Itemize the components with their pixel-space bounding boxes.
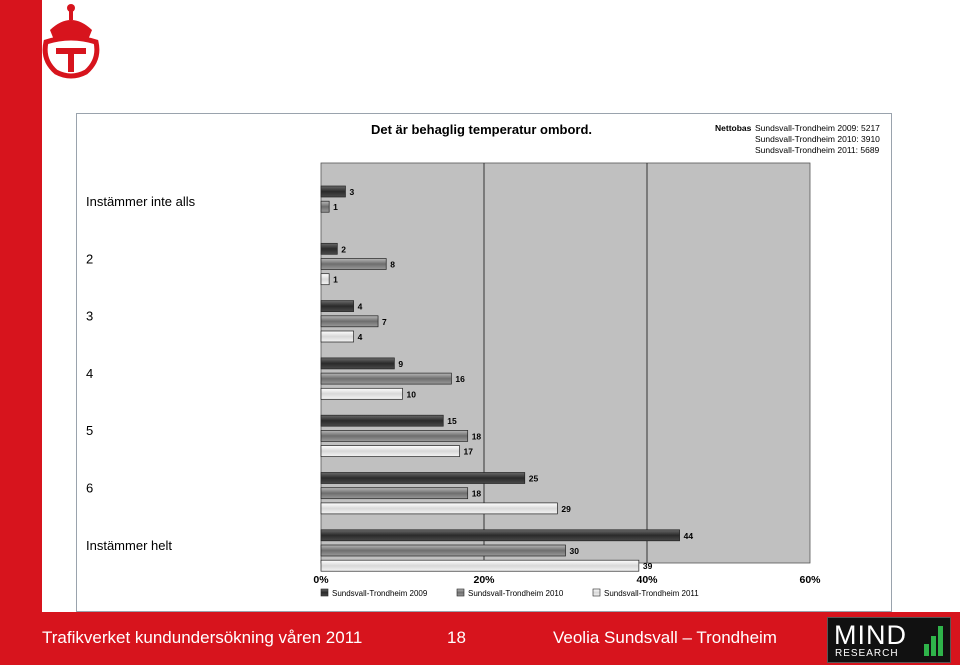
bar-value-label: 15 xyxy=(447,416,457,426)
bar xyxy=(320,330,354,343)
category-label: 6 xyxy=(86,481,93,496)
mind-research-logo: MIND RESEARCH xyxy=(827,617,951,663)
legend: Sundsvall-Trondheim 2009 Sundsvall-Trondh… xyxy=(320,588,699,598)
x-tick-label: 0% xyxy=(313,574,329,586)
footer-route: Veolia Sundsvall – Trondheim xyxy=(553,628,777,647)
legend-label: Sundsvall-Trondheim 2009 xyxy=(332,589,428,598)
left-red-bar xyxy=(0,0,42,612)
bar xyxy=(320,487,469,500)
bar-value-label: 4 xyxy=(358,302,363,312)
bar xyxy=(320,258,387,270)
gridlines xyxy=(483,163,648,563)
footer-bar: Trafikverket kundundersökning våren 2011… xyxy=(0,612,960,665)
legend-label: Sundsvall-Trondheim 2011 xyxy=(604,589,699,598)
bar-value-label: 7 xyxy=(382,317,387,327)
bar xyxy=(320,357,395,370)
bar xyxy=(320,273,330,286)
bar xyxy=(320,529,680,542)
category-label: 2 xyxy=(86,251,93,266)
bar-value-label: 10 xyxy=(407,389,417,399)
nettobas-line-2010: Sundsvall-Trondheim 2010: 3910 xyxy=(755,134,880,144)
category-label: 5 xyxy=(86,423,93,438)
legend-label: Sundsvall-Trondheim 2010 xyxy=(468,589,564,598)
bar xyxy=(320,315,379,328)
x-tick-label: 60% xyxy=(799,574,821,586)
trafikverket-crown-logo-icon xyxy=(42,4,100,79)
bar-value-label: 30 xyxy=(570,546,580,556)
bar-value-label: 29 xyxy=(561,504,571,514)
bar-value-label: 39 xyxy=(643,561,653,571)
bar-value-label: 18 xyxy=(472,431,482,441)
bar xyxy=(320,185,346,198)
chart-title: Det är behaglig temperatur ombord. xyxy=(371,122,592,137)
bar xyxy=(320,559,640,572)
bar xyxy=(320,430,469,442)
bar xyxy=(320,372,452,385)
bar xyxy=(320,445,460,457)
bar xyxy=(320,387,403,400)
legend-swatch xyxy=(592,588,601,597)
bar-value-label: 1 xyxy=(333,202,338,212)
bar xyxy=(320,300,354,312)
bar-chart: Det är behaglig temperatur ombord. Netto… xyxy=(86,122,880,598)
nettobas-line-2011: Sundsvall-Trondheim 2011: 5689 xyxy=(755,145,880,155)
category-label: Instämmer inte alls xyxy=(86,194,196,209)
bar xyxy=(320,242,338,255)
nettobas-label: Nettobas xyxy=(715,123,752,133)
bar-value-label: 3 xyxy=(349,187,354,197)
page-number: 18 xyxy=(447,628,466,647)
bar-value-label: 8 xyxy=(390,260,395,270)
x-tick-labels: 0% 20% 40% 60% xyxy=(313,574,821,586)
bar-value-label: 4 xyxy=(358,332,363,342)
bar-value-label: 16 xyxy=(455,374,465,384)
bar-value-label: 2 xyxy=(341,244,346,254)
bar xyxy=(320,502,558,515)
bar-value-label: 1 xyxy=(333,275,338,285)
bar xyxy=(320,414,444,427)
x-tick-label: 40% xyxy=(636,574,658,586)
nettobas-line-2009: Sundsvall-Trondheim 2009: 5217 xyxy=(755,123,880,133)
bar-value-label: 17 xyxy=(464,447,474,457)
x-tick-label: 20% xyxy=(473,574,495,586)
bar xyxy=(320,200,330,213)
bar xyxy=(320,472,526,484)
legend-swatch xyxy=(320,588,329,597)
category-label: Instämmer helt xyxy=(86,538,172,553)
chart-frame: Det är behaglig temperatur ombord. Netto… xyxy=(76,113,892,612)
bar-value-label: 9 xyxy=(398,359,403,369)
category-labels: Instämmer inte alls 2 3 4 5 6 Instämmer helt xyxy=(86,194,196,553)
category-label: 3 xyxy=(86,309,93,324)
bar xyxy=(320,544,566,557)
footer-survey-title: Trafikverket kundundersökning våren 2011 xyxy=(42,628,363,647)
bar-value-label: 18 xyxy=(472,489,482,499)
category-label: 4 xyxy=(86,366,93,381)
bar-value-label: 44 xyxy=(684,531,694,541)
mind-logo-text: MIND xyxy=(834,620,907,650)
bar-signal-icon xyxy=(924,626,943,656)
research-logo-text: RESEARCH xyxy=(835,648,899,659)
legend-swatch xyxy=(456,588,465,597)
bar-value-label: 25 xyxy=(529,474,539,484)
